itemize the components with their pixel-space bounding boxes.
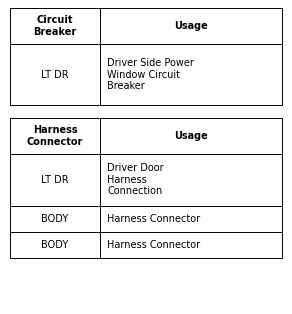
Text: LT DR: LT DR	[41, 175, 69, 185]
Bar	[100, 8, 282, 44]
Text: Driver Side Power
Window Circuit
Breaker: Driver Side Power Window Circuit Breaker	[107, 58, 194, 91]
Bar	[100, 44, 282, 105]
Bar	[10, 154, 100, 206]
Text: Harness
Connector: Harness Connector	[27, 125, 83, 147]
Bar	[10, 44, 100, 105]
Bar	[10, 8, 100, 44]
Bar	[100, 154, 282, 206]
Bar	[10, 232, 100, 258]
Text: Driver Door
Harness
Connection: Driver Door Harness Connection	[107, 163, 164, 196]
Text: Usage: Usage	[174, 131, 208, 141]
Text: Harness Connector: Harness Connector	[107, 240, 200, 250]
Bar	[100, 118, 282, 154]
Text: Usage: Usage	[174, 21, 208, 31]
Bar	[100, 206, 282, 232]
Bar	[10, 206, 100, 232]
Text: Circuit
Breaker: Circuit Breaker	[33, 15, 77, 37]
Text: BODY: BODY	[41, 214, 69, 224]
Bar	[100, 232, 282, 258]
Text: LT DR: LT DR	[41, 70, 69, 79]
Text: Harness Connector: Harness Connector	[107, 214, 200, 224]
Bar	[10, 118, 100, 154]
Text: BODY: BODY	[41, 240, 69, 250]
